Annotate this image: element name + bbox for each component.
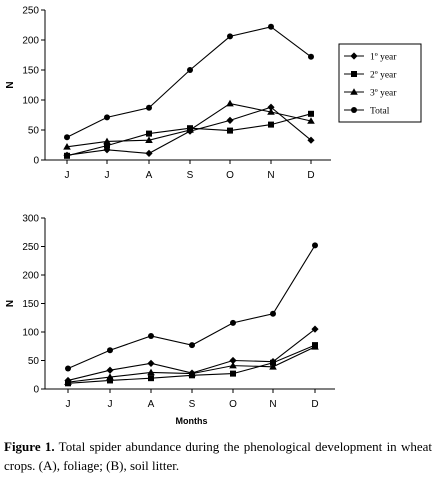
chart-b-x-tick-label: A	[148, 399, 155, 410]
chart-b-series-circle-point	[312, 242, 318, 249]
chart-b-y-label: N	[5, 300, 16, 307]
chart-a-x-tick-label: N	[267, 170, 274, 181]
chart-b: 0 50 100 150 200 250 300 J J A S O N D N Months	[5, 214, 335, 426]
chart-b-series-square-point	[270, 359, 276, 366]
chart-a-y-tick-label: 0	[33, 156, 39, 167]
chart-b-x-tick-label: O	[229, 399, 237, 410]
chart-a-y-tick-label: 200	[22, 36, 39, 47]
chart-a-series-circle-point	[64, 134, 70, 141]
chart-b-series-circle-point	[270, 310, 276, 317]
legend-entry-label: 3º year	[370, 89, 397, 99]
chart-b-x-tick-label: J	[108, 399, 113, 410]
figure-caption: Figure 1. Total spider abundance during …	[4, 437, 432, 475]
chart-b-y-tick-label: 250	[22, 242, 39, 253]
chart-a-series-triangle-point	[267, 108, 275, 115]
chart-b-series-diamond-point	[106, 366, 114, 374]
chart-b-series-triangle-point	[106, 373, 114, 380]
chart-a-x-tick-label: A	[146, 170, 153, 181]
chart-b-series-square-point	[230, 370, 236, 377]
legend-entry-label: 2º year	[370, 71, 397, 81]
chart-b-series-circle-point	[107, 347, 113, 354]
chart-a-series-square-point	[227, 127, 233, 134]
chart-a-x-tick-label: J	[65, 170, 70, 181]
chart-a-legend: 1º year 2º year 3º year Total	[338, 43, 422, 123]
chart-b-series-triangle-point	[147, 368, 155, 376]
chart-a-series-diamond-point	[103, 146, 111, 154]
chart-b-x-tick-label: N	[269, 399, 276, 410]
chart-a-series-diamond-point	[307, 136, 315, 144]
chart-b-y-tick-label: 50	[28, 356, 40, 367]
chart-b-x-tick-label: D	[311, 399, 318, 410]
chart-a-series-circle-point	[146, 104, 152, 111]
chart-a-series-circle-point	[308, 53, 314, 60]
legend-swatch-marker	[351, 107, 357, 113]
chart-a-y-label: N	[5, 81, 16, 88]
chart-a-series-square-point	[268, 121, 274, 128]
chart-a-series-circle-point	[268, 23, 274, 30]
chart-a-series-square-line	[66, 113, 312, 157]
chart-a-series-triangle-point	[63, 143, 71, 150]
chart-a-series-triangle-point	[103, 137, 111, 145]
chart-b-y-tick-label: 150	[22, 299, 39, 310]
chart-a-series-triangle-point	[145, 136, 153, 143]
legend-swatch-marker	[350, 52, 358, 60]
chart-b-x-label: Months	[176, 416, 208, 426]
chart-a-series-diamond-point	[267, 103, 275, 111]
chart-b-y-tick-label: 100	[22, 328, 39, 339]
chart-a-series-square-point	[64, 152, 70, 159]
legend-swatch-marker	[350, 88, 358, 95]
chart-a-series-triangle-point	[186, 126, 194, 133]
chart-b-series-square-point	[107, 377, 113, 384]
caption-label: Figure 1.	[4, 439, 55, 454]
chart-b-series-triangle-point	[188, 369, 196, 377]
chart-a-series-diamond-point	[145, 149, 153, 157]
chart-a-y-tick-label: 250	[22, 6, 39, 17]
chart-b-series-circle-point	[65, 365, 71, 372]
chart-a-series-triangle-point	[226, 99, 234, 107]
legend-swatch-marker	[351, 71, 357, 77]
chart-a: 0 50 100 150 200 250 J J A S O N D N 1º year 2º year 3º …	[5, 6, 422, 181]
chart-a-series-square-point	[308, 110, 314, 117]
chart-a-x-tick-label: D	[307, 170, 314, 181]
chart-b-series-circle-point	[230, 319, 236, 326]
chart-b-y-tick-label: 300	[22, 214, 39, 225]
chart-b-series-diamond-point	[311, 325, 319, 333]
chart-b-series-triangle-point	[269, 362, 277, 370]
caption-text: Total spider abundance during the phenol…	[4, 439, 432, 473]
chart-a-series-circle-line	[66, 26, 312, 138]
chart-a-series-circle-point	[227, 33, 233, 40]
chart-b-series-triangle-point	[311, 343, 319, 350]
chart-b-series-triangle-point	[64, 378, 72, 385]
chart-b-series-diamond-point	[147, 359, 155, 367]
chart-b-x-tick-label: S	[189, 399, 196, 410]
chart-b-y-tick-label: 0	[33, 385, 39, 396]
chart-a-series-circle-point	[187, 67, 193, 73]
chart-b-series-square-point	[148, 375, 154, 382]
legend-entry-label: Total	[370, 107, 390, 117]
chart-a-y-tick-label: 50	[28, 126, 40, 137]
chart-b-series-circle-line	[67, 245, 316, 369]
chart-a-series-circle-point	[104, 114, 110, 121]
chart-a-x-tick-label: J	[105, 170, 110, 181]
chart-b-series-diamond-point	[229, 356, 237, 365]
chart-a-series-square-point	[104, 142, 110, 149]
chart-a-series-diamond-point	[226, 116, 234, 124]
chart-b-y-tick-label: 200	[22, 271, 39, 282]
chart-b-series-circle-point	[189, 342, 195, 349]
chart-a-y-tick-label: 100	[22, 96, 39, 107]
chart-a-x-tick-label: S	[187, 170, 194, 181]
chart-b-series-circle-point	[148, 332, 154, 339]
chart-a-y-tick-label: 150	[22, 66, 39, 77]
chart-b-series-triangle-point	[229, 361, 237, 369]
legend-entry-label: 1º year	[370, 53, 397, 63]
chart-a-series-triangle-point	[307, 117, 315, 124]
chart-a-x-tick-label: O	[226, 170, 234, 181]
chart-a-series-square-point	[146, 130, 152, 137]
chart-b-x-tick-label: J	[66, 399, 71, 410]
